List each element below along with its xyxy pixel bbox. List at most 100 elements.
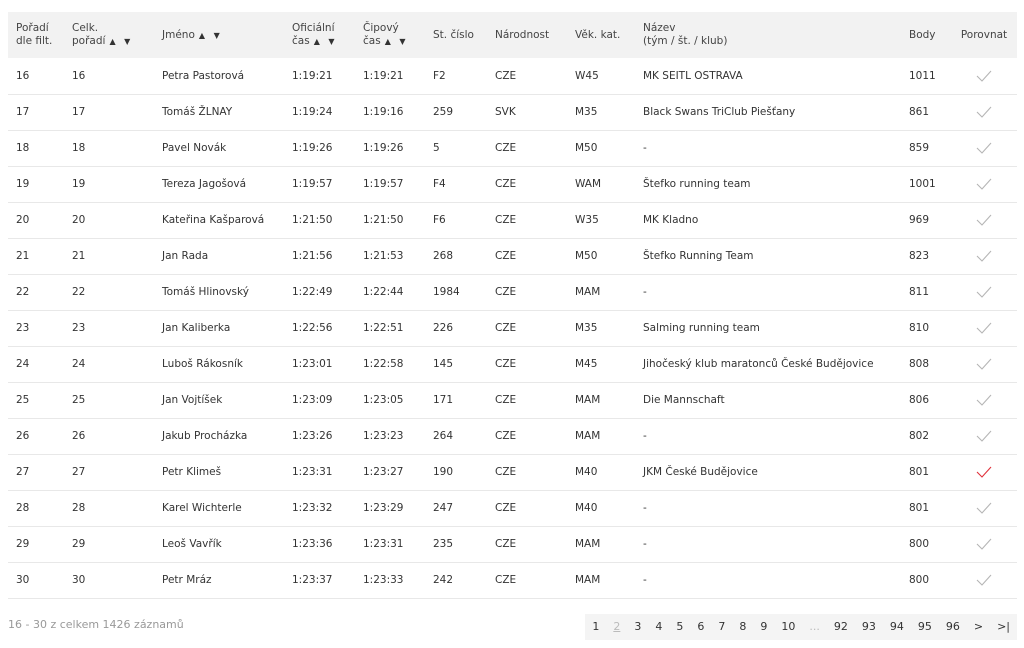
table-row[interactable]: 16 16 Petra Pastorová 1:19:21 1:19:21 F2 CZE W4… [8, 58, 1017, 94]
checkmark-icon[interactable] [976, 178, 992, 190]
table-row[interactable]: 19 19 Tereza Jagošová 1:19:57 1:19:57 F4 CZE WA… [8, 166, 1017, 202]
cell-name: Karel Wichterle [162, 502, 242, 514]
cell-nationality: CZE [495, 214, 517, 226]
checkmark-icon[interactable] [976, 430, 992, 442]
cell-name: Tomáš ŽLNAY [162, 106, 233, 118]
cell-age-category: MAM [575, 394, 601, 406]
table-row[interactable]: 22 22 Tomáš Hlinovský 1:22:49 1:22:44 1984 CZE… [8, 274, 1017, 310]
table-row[interactable]: 20 20 Kateřina Kašparová 1:21:50 1:21:50 F6 CZ… [8, 202, 1017, 238]
header-col-official-time[interactable]: Oficiální čas ▲ ▼ [284, 12, 355, 58]
cell-age-category: MAM [575, 538, 601, 550]
cell-bib: 264 [433, 430, 454, 442]
cell-nationality: CZE [495, 358, 517, 370]
cell-age-category: MAM [575, 430, 601, 442]
last-page-icon[interactable]: >| [997, 620, 1010, 633]
checkmark-icon[interactable] [976, 538, 992, 550]
cell-chip-time: 1:19:26 [363, 142, 404, 154]
cell-bib: F2 [433, 69, 446, 82]
cell-chip-time: 1:22:44 [363, 286, 404, 298]
table-row[interactable]: 28 28 Karel Wichterle 1:23:32 1:23:29 247 CZE M… [8, 490, 1017, 526]
cell-official-time: 1:22:49 [292, 286, 333, 298]
cell-filter-rank: 29 [16, 538, 30, 550]
page-link-95[interactable]: 95 [917, 620, 932, 633]
cell-bib: 235 [433, 538, 454, 550]
cell-overall-rank: 30 [72, 574, 86, 586]
checkmark-icon[interactable] [976, 502, 992, 514]
cell-bib: 226 [433, 322, 454, 334]
cell-official-time: 1:23:36 [292, 538, 333, 550]
table-row[interactable]: 30 30 Petr Mráz 1:23:37 1:23:33 242 CZE MAM - 800 [8, 562, 1017, 598]
cell-chip-time: 1:21:50 [363, 214, 404, 226]
page-link-96[interactable]: 96 [945, 620, 960, 633]
table-row[interactable]: 26 26 Jakub Procházka 1:23:26 1:23:23 264 CZE M… [8, 418, 1017, 454]
table-row[interactable]: 29 29 Leoš Vavřík 1:23:36 1:23:31 235 CZE MAM - 8… [8, 526, 1017, 562]
cell-age-category: M40 [575, 502, 598, 514]
table-row[interactable]: 18 18 Pavel Novák 1:19:26 1:19:26 5 CZE M50 - 859 [8, 130, 1017, 166]
cell-official-time: 1:19:57 [292, 178, 333, 190]
checkmark-icon[interactable] [976, 106, 992, 118]
page-link-7[interactable]: 7 [718, 620, 726, 633]
cell-age-category: WAM [575, 178, 602, 190]
cell-nationality: CZE [495, 538, 517, 550]
table-row[interactable]: 24 24 Luboš Rákosník 1:23:01 1:22:58 145 CZE M4… [8, 346, 1017, 382]
sort-arrows-icon[interactable]: ▲ ▼ [198, 30, 223, 40]
checkmark-icon[interactable] [976, 70, 992, 82]
page-link-3[interactable]: 3 [634, 620, 642, 633]
cell-compare [951, 130, 1017, 166]
cell-overall-rank: 21 [72, 250, 86, 262]
cell-filter-rank: 23 [16, 322, 30, 334]
page-link-94[interactable]: 94 [889, 620, 904, 633]
cell-points: 1011 [909, 69, 936, 82]
page-link-92[interactable]: 92 [833, 620, 848, 633]
checkmark-icon[interactable] [976, 214, 992, 226]
cell-age-category: M40 [575, 466, 598, 478]
header-col-age-category: Věk. kat. [567, 12, 635, 58]
checkmark-icon[interactable] [976, 574, 992, 586]
cell-bib: 171 [433, 394, 454, 406]
page-link-6[interactable]: 6 [697, 620, 705, 633]
table-row[interactable]: 21 21 Jan Rada 1:21:56 1:21:53 268 CZE M50 Štefk… [8, 238, 1017, 274]
table-row[interactable]: 27 27 Petr Klimeš 1:23:31 1:23:27 190 CZE M40 JK… [8, 454, 1017, 490]
cell-team: Black Swans TriClub Piešťany [643, 106, 796, 118]
page-link-9[interactable]: 9 [760, 620, 768, 633]
page-link-93[interactable]: 93 [861, 620, 876, 633]
cell-nationality: CZE [495, 322, 517, 334]
checkmark-icon[interactable] [976, 286, 992, 298]
page-link-4[interactable]: 4 [655, 620, 663, 633]
cell-official-time: 1:21:56 [292, 250, 333, 262]
table-body: 16 16 Petra Pastorová 1:19:21 1:19:21 F2 CZE W4… [8, 58, 1017, 598]
header-col-chip-time[interactable]: Čipový čas ▲ ▼ [355, 12, 425, 58]
cell-team: Jihočeský klub maratonců České Budějovic… [643, 358, 874, 370]
checkmark-icon[interactable] [976, 250, 992, 262]
sort-arrows-icon[interactable]: ▲ ▼ [313, 37, 338, 46]
page-link-2[interactable]: 2 [613, 620, 621, 633]
next-page-icon[interactable]: > [973, 620, 984, 633]
cell-compare [951, 274, 1017, 310]
checkmark-icon[interactable] [976, 394, 992, 406]
checkmark-icon[interactable] [976, 322, 992, 334]
sort-arrows-icon[interactable]: ▲ ▼ [384, 37, 409, 46]
checkmark-icon[interactable] [976, 466, 992, 478]
table-row[interactable]: 17 17 Tomáš ŽLNAY 1:19:24 1:19:16 259 SVK M35 Bl… [8, 94, 1017, 130]
header-col-overall-rank[interactable]: Celk. pořadí ▲ ▼ [64, 12, 154, 58]
table-row[interactable]: 23 23 Jan Kaliberka 1:22:56 1:22:51 226 CZE M35… [8, 310, 1017, 346]
table-row[interactable]: 25 25 Jan Vojtíšek 1:23:09 1:23:05 171 CZE MAM D… [8, 382, 1017, 418]
cell-compare [951, 238, 1017, 274]
page-link-1[interactable]: 1 [592, 620, 600, 633]
checkmark-icon[interactable] [976, 142, 992, 154]
page-link-8[interactable]: 8 [739, 620, 747, 633]
cell-age-category: M50 [575, 250, 598, 262]
header-label-line2: dle filt. [16, 35, 53, 47]
page-link-5[interactable]: 5 [676, 620, 684, 633]
cell-bib: 5 [433, 142, 440, 154]
cell-chip-time: 1:23:29 [363, 502, 404, 514]
checkmark-icon[interactable] [976, 358, 992, 370]
cell-filter-rank: 22 [16, 286, 30, 298]
page-link-10[interactable]: 10 [781, 620, 796, 633]
sort-arrows-icon[interactable]: ▲ ▼ [109, 37, 134, 46]
cell-name: Jan Kaliberka [162, 322, 231, 334]
cell-overall-rank: 16 [72, 69, 86, 82]
cell-nationality: CZE [495, 250, 517, 262]
header-col-name[interactable]: Jméno ▲ ▼ [154, 12, 284, 58]
header-label: St. číslo [433, 28, 474, 41]
